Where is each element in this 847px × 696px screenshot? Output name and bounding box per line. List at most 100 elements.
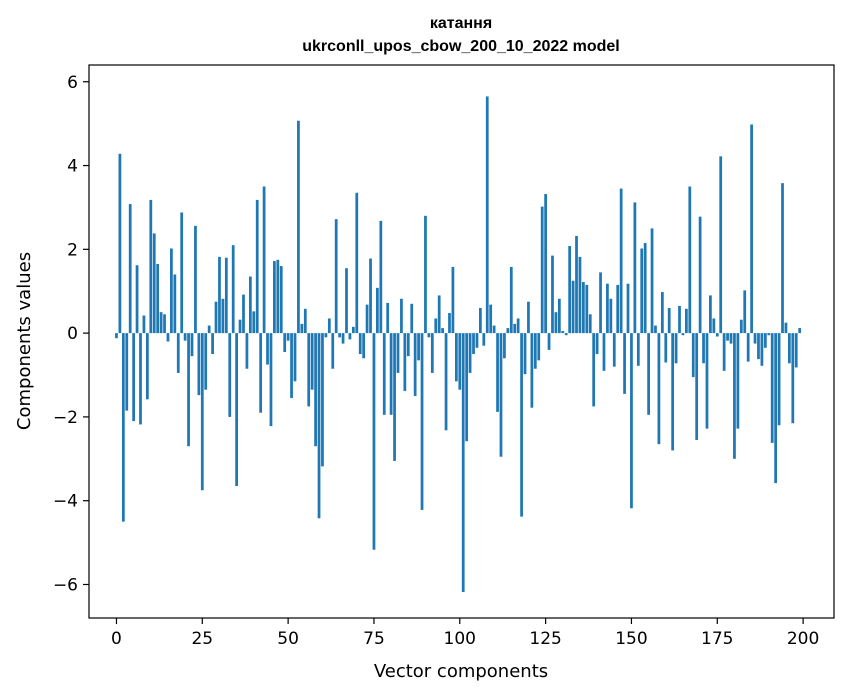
y-tick-label: −6 <box>53 575 78 595</box>
bar <box>190 333 194 357</box>
bar <box>317 333 321 519</box>
bar <box>338 333 341 338</box>
bar <box>657 333 661 445</box>
bar <box>660 292 664 334</box>
bar <box>444 333 448 431</box>
bar <box>650 228 654 334</box>
bar <box>341 333 345 344</box>
bar <box>307 333 311 407</box>
bar <box>269 333 273 427</box>
bar <box>592 333 596 407</box>
bar <box>279 266 283 334</box>
bar <box>221 298 225 334</box>
bar <box>582 282 585 334</box>
bar <box>163 314 166 334</box>
bar <box>214 301 218 334</box>
bar <box>739 319 743 334</box>
bar <box>472 333 475 355</box>
bar <box>503 333 506 359</box>
bar <box>674 333 678 364</box>
bar <box>424 215 427 334</box>
x-tick-label: 175 <box>701 629 733 649</box>
bar <box>362 333 366 359</box>
bar <box>400 298 403 334</box>
bar <box>420 333 424 510</box>
bar <box>427 333 431 338</box>
bar <box>321 333 324 467</box>
bar <box>557 298 561 334</box>
bar <box>492 325 496 334</box>
y-tick-label: 0 <box>67 324 78 344</box>
bar <box>437 295 441 334</box>
bar <box>187 333 190 447</box>
bar <box>685 308 688 334</box>
y-tick-label: −4 <box>53 492 78 512</box>
bar <box>132 333 136 422</box>
bar <box>176 333 180 373</box>
bar <box>540 206 544 334</box>
bar <box>767 333 771 336</box>
bar <box>430 333 434 373</box>
bar <box>633 202 637 334</box>
bar <box>496 333 499 412</box>
bar <box>372 333 376 550</box>
bar <box>461 333 465 593</box>
bar <box>458 333 462 390</box>
bar <box>681 333 685 336</box>
bar <box>647 333 650 415</box>
bar <box>266 333 269 365</box>
bars-group <box>115 96 802 593</box>
bar <box>791 333 795 424</box>
bar <box>369 258 372 334</box>
chart-title: катання <box>430 15 492 32</box>
bar <box>200 333 204 491</box>
bar <box>571 280 575 334</box>
bar <box>365 304 369 334</box>
bar <box>166 333 170 342</box>
bar <box>575 235 578 334</box>
bar <box>509 266 513 334</box>
bar <box>595 333 599 355</box>
bar <box>358 333 362 355</box>
bar <box>207 325 211 334</box>
y-tick-label: 2 <box>67 240 78 260</box>
bar <box>506 328 510 334</box>
bar <box>451 266 455 334</box>
x-tick-label: 125 <box>529 629 561 649</box>
bar <box>479 307 482 334</box>
bar <box>235 333 238 487</box>
bar <box>561 331 565 334</box>
bar <box>544 194 547 334</box>
bar <box>417 333 420 361</box>
bar <box>468 333 472 373</box>
bar <box>777 333 781 426</box>
bar <box>664 333 668 363</box>
bar <box>516 318 520 334</box>
bar <box>640 248 644 334</box>
x-tick-label: 100 <box>444 629 476 649</box>
bar <box>719 156 723 334</box>
bar <box>763 333 767 348</box>
bar <box>513 323 517 334</box>
bar <box>760 333 764 366</box>
y-axis-ticks: −6 −4 −2 0 2 4 6 <box>53 73 89 595</box>
y-tick-label: 6 <box>67 73 78 93</box>
bar <box>393 333 396 461</box>
bar <box>709 295 712 334</box>
bar <box>290 333 293 399</box>
x-tick-label: 0 <box>111 629 122 649</box>
bar <box>609 298 613 334</box>
bar <box>355 192 359 334</box>
bar <box>688 186 692 334</box>
bar <box>784 322 788 334</box>
bar <box>691 333 695 378</box>
bar <box>551 255 554 334</box>
bar <box>643 243 647 334</box>
bar <box>770 333 774 443</box>
bar <box>602 333 606 371</box>
bar <box>736 333 740 429</box>
bar <box>156 264 160 334</box>
bar <box>403 333 407 391</box>
bar <box>118 153 122 334</box>
bar <box>434 318 438 334</box>
